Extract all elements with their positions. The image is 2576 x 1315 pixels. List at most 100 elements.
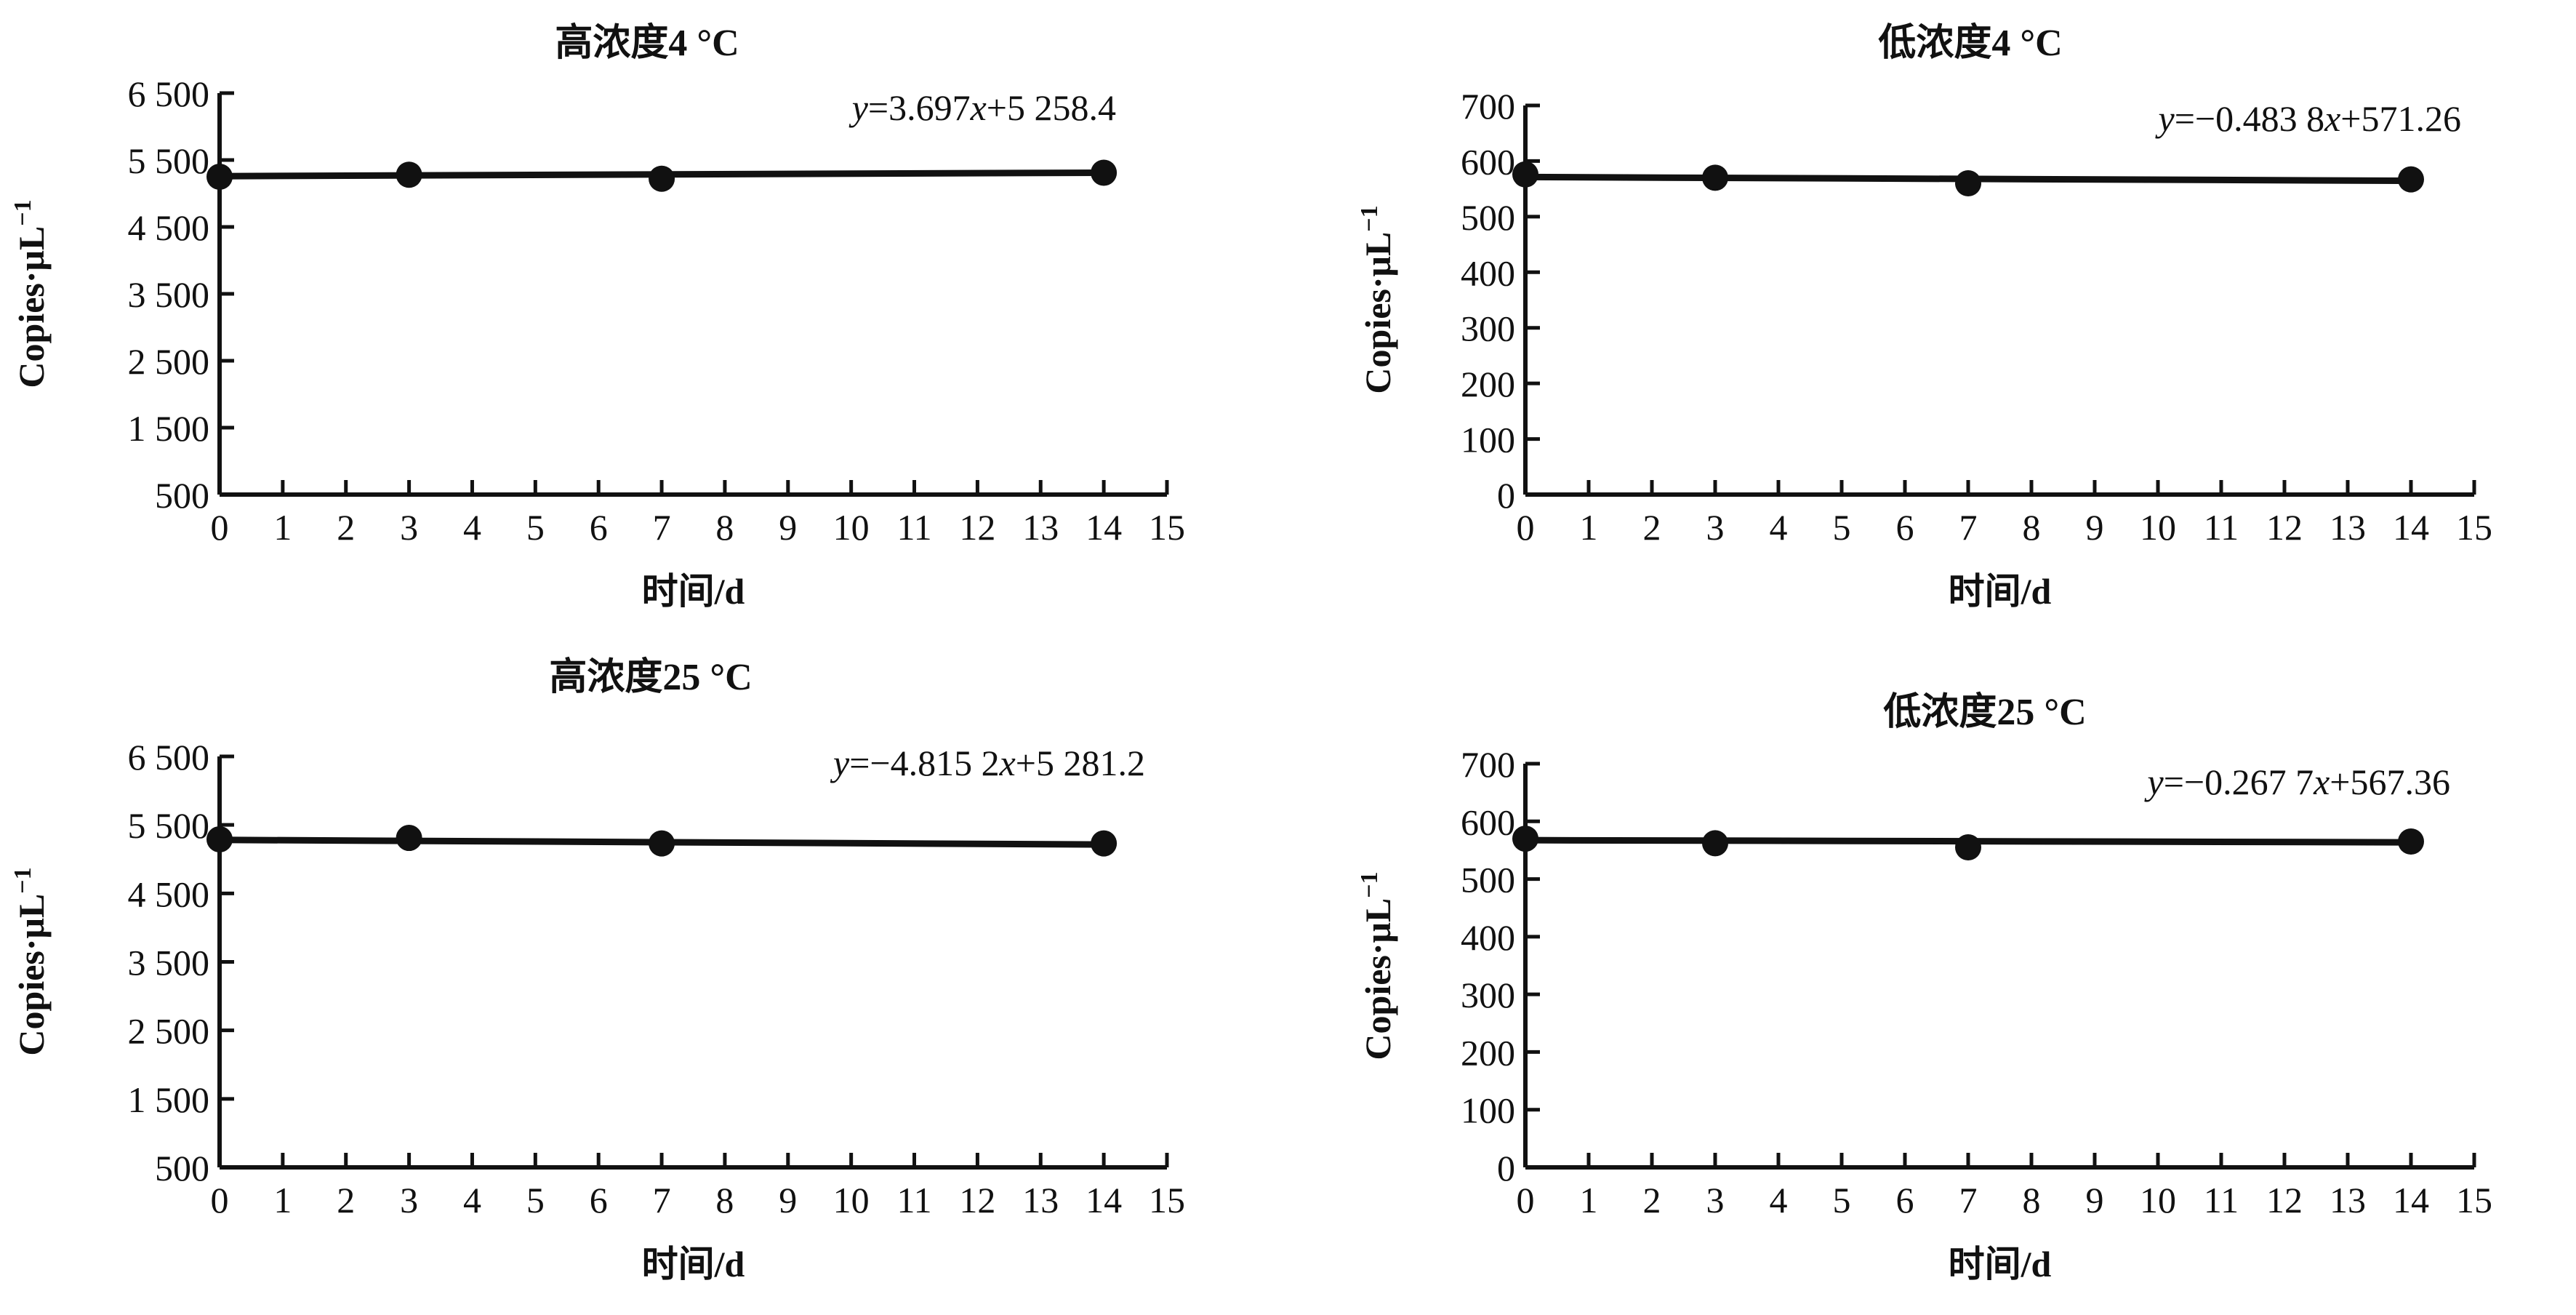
data-point	[2398, 828, 2424, 855]
equation-part-x: x	[999, 743, 1016, 783]
x-tick-label: 6	[590, 507, 608, 548]
x-tick-label: 3	[1706, 507, 1725, 548]
equation-part-y: y	[2154, 98, 2175, 139]
equation-part-y: y	[830, 743, 850, 783]
y-tick-label: 5 500	[128, 805, 210, 846]
y-axis-label-superscript: −1	[1356, 205, 1383, 231]
data-point	[396, 161, 422, 188]
x-tick-label: 10	[833, 507, 870, 548]
y-tick-label: 500	[155, 475, 209, 516]
y-axis-label: Copies·μL−1	[1356, 871, 1398, 1060]
chart-title: 低浓度4 °C	[1878, 22, 2062, 64]
y-tick-label: 3 500	[128, 274, 210, 315]
x-tick-label: 11	[896, 507, 931, 548]
y-tick-label: 100	[1461, 420, 1515, 460]
x-tick-label: 13	[1022, 507, 1059, 548]
x-tick-label: 3	[400, 1180, 418, 1220]
y-tick-label: 600	[1461, 141, 1515, 182]
equation-part-y: y	[2143, 762, 2164, 802]
x-tick-label: 11	[896, 1180, 931, 1220]
data-point	[2398, 166, 2424, 193]
equation-part-rest: +5 258.4	[987, 87, 1116, 128]
equation-part-eq: =3.697	[868, 87, 971, 128]
x-tick-label: 9	[2086, 507, 2104, 548]
y-axis-label-text: Copies·μL	[11, 226, 52, 388]
equation-part-eq: =−0.267 7	[2164, 762, 2314, 802]
data-point	[649, 165, 675, 192]
y-axis-label: Copies·μL−1	[9, 199, 52, 388]
x-tick-label: 15	[1149, 1180, 1185, 1220]
y-axis-label: Copies·μL−1	[1356, 205, 1398, 393]
data-point	[206, 164, 233, 190]
x-tick-label: 3	[1706, 1180, 1725, 1220]
equation-part-eq: =−0.483 8	[2175, 98, 2324, 139]
y-axis-label-text: Copies·μL	[1357, 232, 1398, 394]
x-tick-label: 7	[1959, 507, 1978, 548]
x-tick-label: 1	[1580, 507, 1598, 548]
x-tick-label: 5	[1833, 1180, 1851, 1220]
y-tick-label: 200	[1461, 364, 1515, 404]
y-tick-label: 500	[155, 1148, 209, 1188]
data-point	[1955, 170, 1981, 196]
x-tick-label: 2	[337, 507, 355, 548]
x-tick-label: 10	[2140, 507, 2176, 548]
x-tick-label: 6	[1896, 507, 1914, 548]
y-tick-label: 700	[1461, 86, 1515, 127]
equation-part-x: x	[2324, 98, 2340, 139]
x-tick-label: 10	[2140, 1180, 2176, 1220]
x-tick-label: 8	[2023, 1180, 2041, 1220]
equation-part-x: x	[970, 87, 987, 128]
chart-title: 低浓度25 °C	[1883, 691, 2086, 733]
y-tick-label: 100	[1461, 1090, 1515, 1131]
data-point	[1512, 826, 1538, 852]
x-tick-label: 1	[1580, 1180, 1598, 1220]
data-point	[1702, 830, 1728, 857]
x-tick-label: 7	[653, 1180, 671, 1220]
x-tick-label: 12	[959, 507, 995, 548]
y-tick-label: 4 500	[128, 207, 210, 248]
data-point	[206, 826, 233, 852]
data-point	[649, 830, 675, 857]
chart-title: 高浓度4 °C	[555, 22, 739, 64]
x-axis-label: 时间/d	[642, 1244, 745, 1284]
y-tick-label: 0	[1497, 1148, 1515, 1188]
y-tick-label: 300	[1461, 308, 1515, 349]
y-tick-label: 6 500	[128, 737, 210, 778]
x-tick-label: 12	[2266, 507, 2303, 548]
x-tick-label: 4	[463, 1180, 481, 1220]
x-tick-label: 11	[2204, 1180, 2239, 1220]
x-tick-label: 0	[1517, 507, 1535, 548]
x-tick-label: 0	[1517, 1180, 1535, 1220]
data-point	[396, 825, 422, 852]
x-tick-label: 14	[1086, 1180, 1122, 1220]
y-tick-label: 0	[1497, 475, 1515, 516]
x-tick-label: 13	[2330, 1180, 2366, 1220]
data-point	[1091, 830, 1118, 857]
x-tick-label: 13	[1022, 1180, 1059, 1220]
y-tick-label: 700	[1461, 744, 1515, 785]
y-tick-label: 300	[1461, 975, 1515, 1015]
x-tick-label: 1	[273, 1180, 292, 1220]
x-tick-label: 3	[400, 507, 418, 548]
equation-part-x: x	[2313, 762, 2330, 802]
x-tick-label: 12	[959, 1180, 995, 1220]
data-point	[1702, 164, 1728, 191]
y-axis-label: Copies·μL−1	[9, 867, 52, 1055]
x-tick-label: 5	[526, 507, 545, 548]
y-axis-label-superscript: −1	[1356, 871, 1383, 898]
x-tick-label: 14	[2393, 507, 2429, 548]
y-tick-label: 5 500	[128, 140, 210, 181]
x-tick-label: 14	[1086, 507, 1122, 548]
y-axis-label-text: Copies·μL	[11, 894, 52, 1056]
x-tick-label: 9	[779, 507, 797, 548]
y-axis-label-superscript: −1	[9, 199, 36, 225]
data-point	[1955, 834, 1981, 860]
data-point	[1091, 159, 1118, 186]
x-tick-label: 0	[211, 507, 229, 548]
x-tick-label: 4	[463, 507, 481, 548]
equation-part-rest: +5 281.2	[1016, 743, 1145, 783]
y-tick-label: 200	[1461, 1032, 1515, 1073]
x-tick-label: 4	[1770, 1180, 1788, 1220]
